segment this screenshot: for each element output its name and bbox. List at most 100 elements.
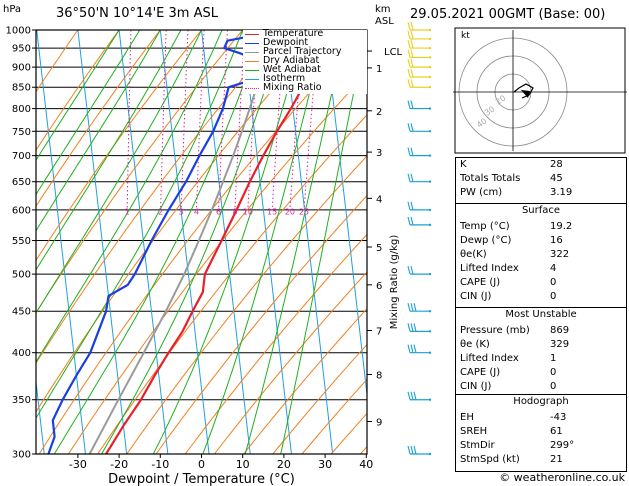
k-index-row: K 28 xyxy=(456,158,626,173)
pressure-tick-label: 750 xyxy=(12,127,31,138)
pressure-tick-label: 700 xyxy=(12,151,31,162)
hodograph-stat-label: SREH xyxy=(460,426,488,437)
wind-barb-flag xyxy=(407,79,411,88)
credit-text: © weatheronline.co.uk xyxy=(499,471,625,484)
dry-adiabat-line xyxy=(243,307,367,454)
pressure-tick-label: 450 xyxy=(12,307,31,318)
mixing-ratio-axis-title: Mixing Ratio (g/kg) xyxy=(389,235,400,330)
wind-barb-icon xyxy=(407,445,432,456)
wind-barb-dot xyxy=(428,86,432,89)
mixing-ratio-label: 25 xyxy=(299,208,309,217)
altitude-tick-label: 1 xyxy=(376,64,382,75)
wind-barb-flag xyxy=(410,323,414,332)
altitude-tick-label: 6 xyxy=(376,281,382,292)
mixing-ratio-label: 3 xyxy=(179,208,184,217)
surface-stat-value: 322 xyxy=(550,249,570,260)
temperature-tick-label: 30 xyxy=(318,458,332,471)
legend-entry: Isotherm xyxy=(245,73,367,84)
legend-label: Isotherm xyxy=(263,73,306,84)
surface-stat-value: 0 xyxy=(550,277,557,288)
pressure-tick-label: 800 xyxy=(12,104,31,115)
wind-barb-flag xyxy=(410,173,414,182)
legend-entry: Temperature xyxy=(245,29,367,39)
temperature-tick-label: 0 xyxy=(198,458,205,471)
temperature-tick-label: -10 xyxy=(151,458,169,471)
mixing-ratio-label: 1 xyxy=(125,208,130,217)
pressure-tick-label: 650 xyxy=(12,177,31,188)
most-unstable-stat-row: Pressure (mb) 869 xyxy=(456,324,626,339)
dry-adiabat-line xyxy=(214,271,367,454)
mixing-ratio-label: 6 xyxy=(216,208,221,217)
wind-barb-flag xyxy=(410,216,414,226)
station-location: 36°50'N 10°14'E 3m ASL xyxy=(56,6,218,21)
altitude-tick-label: 7 xyxy=(376,327,382,338)
pressure-tick-label: 550 xyxy=(12,236,31,247)
legend-entry: Wet Adiabat xyxy=(245,65,367,75)
wet-adiabat-line xyxy=(36,30,202,314)
wind-barb-flag xyxy=(410,201,414,211)
mixing-ratio-line xyxy=(218,30,228,210)
pressure-tick-label: 1000 xyxy=(6,26,31,37)
wind-barb-icon xyxy=(407,30,432,41)
most-unstable-stat-value: 869 xyxy=(550,325,570,336)
hodograph-stat-value: -43 xyxy=(550,412,567,423)
asl-unit-label: ASL xyxy=(375,16,394,27)
wet-adiabat-line xyxy=(36,30,120,162)
wind-barb-dot xyxy=(428,180,432,183)
wind-barb-flag xyxy=(407,173,411,182)
mixing-ratio-label: 10 xyxy=(243,208,253,217)
mixing-ratio-label: 2 xyxy=(158,208,163,217)
wind-barb-icon xyxy=(407,21,432,32)
isotherm-line xyxy=(283,30,334,454)
dry-adiabat-line xyxy=(36,30,120,152)
legend-label: Mixing Ratio xyxy=(263,82,322,93)
totals-totals-row: Totals Totals 45 xyxy=(456,172,626,187)
altitude-tick-label: 8 xyxy=(376,370,382,381)
wind-barb-dot xyxy=(428,310,432,313)
surface-stat-value: 0 xyxy=(550,291,557,302)
most-unstable-stat-row: CIN (J) 0 xyxy=(456,380,626,395)
dry-adiabat-line xyxy=(97,114,367,454)
most-unstable-stat-label: CIN (J) xyxy=(460,381,492,392)
most-unstable-stat-row: θe (K) 329 xyxy=(456,338,626,353)
wind-barb-dot xyxy=(428,107,432,110)
wind-barb-flag xyxy=(410,30,414,40)
chart-legend: Temperature Dewpoint Parcel Trajectory Dry … xyxy=(243,29,367,94)
most-unstable-stat-value: 0 xyxy=(550,367,557,378)
surface-stat-row: CIN (J) 0 xyxy=(456,290,626,305)
temperature-tick-label: -20 xyxy=(110,458,128,471)
isotherm-line xyxy=(118,30,169,454)
most-unstable-stat-value: 0 xyxy=(550,381,557,392)
wind-barb-flag xyxy=(410,49,414,58)
surface-stat-label: θe(K) xyxy=(460,249,487,260)
wind-barb-icon xyxy=(407,68,432,79)
most-unstable-stat-label: CAPE (J) xyxy=(460,367,501,378)
wind-barb-icon xyxy=(407,79,432,89)
wind-barb-flag xyxy=(407,323,411,332)
mixing-ratio-label: 4 xyxy=(194,208,199,217)
wind-barb-dot xyxy=(428,330,432,333)
pressure-tick-label: 950 xyxy=(12,44,31,55)
legend-entry: Mixing Ratio xyxy=(245,82,367,93)
surface-stat-label: CAPE (J) xyxy=(460,277,501,288)
totals-totals-label: Totals Totals xyxy=(460,173,521,184)
totals-totals-value: 45 xyxy=(550,173,563,184)
hodograph-stat-value: 61 xyxy=(550,426,563,437)
x-axis-title: Dewpoint / Temperature (°C) xyxy=(108,472,295,486)
wind-barb-icon xyxy=(407,147,432,157)
surface-stat-label: CIN (J) xyxy=(460,291,492,302)
mixing-ratio-line xyxy=(126,30,132,210)
isotherm-line xyxy=(201,30,251,454)
isotherm-line xyxy=(36,30,86,454)
isotherm-line xyxy=(408,30,457,454)
wind-barb-icon xyxy=(407,39,432,50)
k-index-value: 28 xyxy=(550,159,563,170)
wind-barb-flag xyxy=(407,58,411,68)
wind-barb-icon xyxy=(407,265,432,276)
wind-barb-flag xyxy=(410,21,414,31)
wind-barb-flag xyxy=(407,49,411,58)
lcl-label: LCL xyxy=(384,47,403,58)
legend-swatch xyxy=(245,79,259,80)
pressure-tick-label: 400 xyxy=(12,348,31,359)
altitude-tick-label: 3 xyxy=(376,148,382,159)
